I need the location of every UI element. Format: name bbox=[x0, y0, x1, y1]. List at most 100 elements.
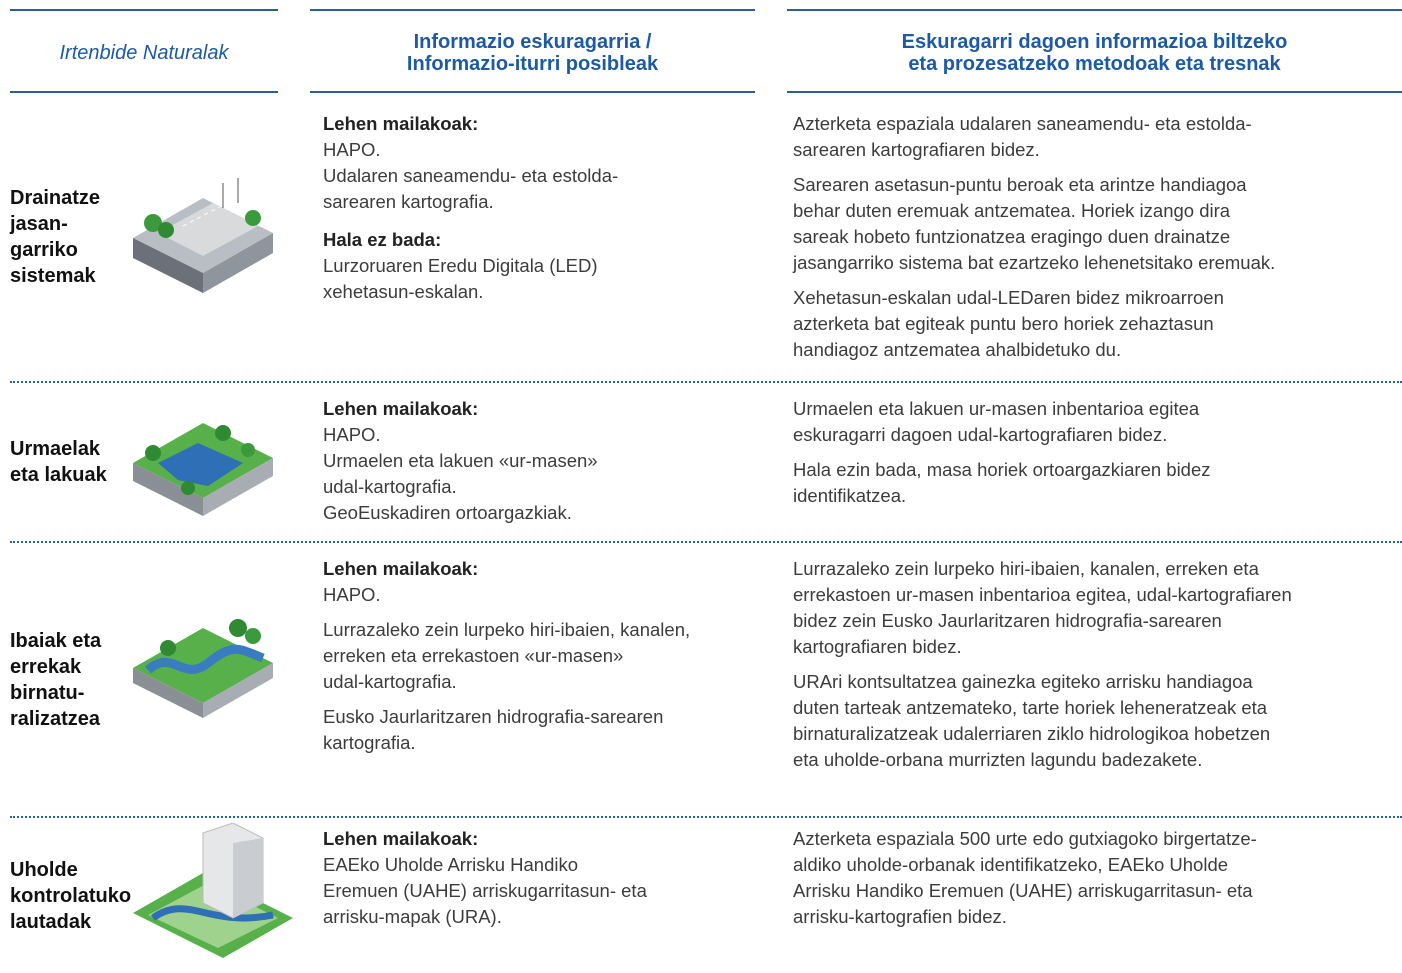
paragraph: Urmaelen eta lakuen «ur-masen» udal-karto… bbox=[323, 448, 783, 500]
text-line: bidez zein Eusko Jaurlaritzaren hidrogra… bbox=[793, 610, 1222, 631]
name-line: errekak bbox=[10, 655, 82, 678]
sources: Lehen mailakoak: HAPO. Udalaren saneamendu… bbox=[323, 111, 783, 317]
text-line: sarearen kartografiaren bidez. bbox=[793, 139, 1040, 160]
text-line: Azterketa espaziala 500 urte edo gutxiag… bbox=[793, 828, 1257, 849]
row-name: Uholde kontrolatuko lautadak bbox=[10, 818, 132, 973]
paragraph: Lurrazaleko zein lurpeko hiri-ibaien, ka… bbox=[323, 617, 783, 695]
text-line: jasangarriko sistema bat ezartzeko lehen… bbox=[793, 252, 1276, 273]
name-line: Drainatze bbox=[10, 187, 101, 209]
source-section: Lehen mailakoak: EAEko Uholde Arrisku Han… bbox=[323, 826, 783, 930]
text-line: Lurrazaleko zein lurpeko hiri-ibaien, ka… bbox=[323, 619, 691, 640]
source-section: Lehen mailakoak: HAPO. Lurrazaleko zein lu… bbox=[323, 556, 783, 756]
icon bbox=[133, 823, 293, 958]
header-line: Eskuragarri dagoen informazioa biltzeko bbox=[901, 31, 1288, 53]
text-line: sarearen kartografia. bbox=[323, 191, 494, 212]
text-line: Sarearen asetasun-puntu beroak eta arint… bbox=[793, 174, 1247, 195]
column-header: Eskuragarri dagoen informazioa biltzeko e… bbox=[787, 22, 1402, 84]
row: Uholde kontrolatuko lautadak Lehen mailakoa… bbox=[0, 818, 1402, 973]
source-section: Lehen mailakoak: HAPO. Urmaelen eta lakuen… bbox=[323, 396, 783, 526]
text-line: HAPO. bbox=[323, 584, 381, 605]
methods: Azterketa espaziala udalaren saneamendu-… bbox=[793, 111, 1402, 372]
name-line: kontrolatuko bbox=[10, 884, 132, 907]
text-line: azterketa bat egiteak puntu bero horiek … bbox=[793, 313, 1214, 334]
icon bbox=[133, 178, 273, 293]
text-line: behar duten eremuak antzematea. Horiek i… bbox=[793, 200, 1231, 221]
text-line: arrisku-mapak (URA). bbox=[323, 906, 502, 927]
source-heading: Lehen mailakoak: bbox=[323, 113, 479, 134]
name-line: eta lakuak bbox=[10, 464, 107, 486]
separator bbox=[10, 381, 1402, 383]
text-line: Hala ezin bada, masa horiek ortoargazkia… bbox=[793, 459, 1211, 480]
separator bbox=[10, 541, 1402, 543]
text-line: udal-kartografia. bbox=[323, 671, 457, 692]
text-line: aldiko uholde-orbanak identifikatzeko, E… bbox=[793, 854, 1229, 875]
text-line: arrisku-kartografien bidez. bbox=[793, 906, 1007, 927]
source-heading: Lehen mailakoak: bbox=[323, 828, 479, 849]
row-name: Ibaiak eta errekak birnatu-ralizatzea bbox=[10, 543, 130, 816]
row: Urmaelak eta lakuak Lehen mailakoak: HAPO. U… bbox=[0, 383, 1402, 541]
text-line: birnaturalizatzeak udalerriaren ziklo hi… bbox=[793, 723, 1271, 744]
rule bbox=[10, 91, 278, 93]
source-heading: Hala ez bada: bbox=[323, 229, 442, 250]
row: Drainatze jasan-garriko sistemak Lehen mail… bbox=[0, 93, 1402, 381]
methods: Urmaelen eta lakuen ur-masen inbentarioa… bbox=[793, 396, 1402, 518]
text-line: kartografia. bbox=[323, 732, 416, 753]
paragraph: Lurrazaleko zein lurpeko hiri-ibaien, ka… bbox=[793, 556, 1402, 660]
row-name: Drainatze jasan-garriko sistemak bbox=[10, 93, 130, 381]
paragraph: Azterketa espaziala 500 urte edo gutxiag… bbox=[793, 826, 1402, 930]
separator bbox=[10, 816, 1402, 818]
text-line: Eusko Jaurlaritzaren hidrografia-sareare… bbox=[323, 706, 664, 727]
text-line: Arrisku Handiko Eremuen (UAHE) arriskuga… bbox=[793, 880, 1253, 901]
text-line: Lurrazaleko zein lurpeko hiri-ibaien, ka… bbox=[793, 558, 1259, 579]
paragraph: Udalaren saneamendu- eta estolda-sareare… bbox=[323, 163, 783, 215]
rule bbox=[310, 9, 755, 11]
text-line: sareak hobeto funtzionatzea eragingo due… bbox=[793, 226, 1231, 247]
text-line: Xehetasun-eskalan udal-LEDaren bidez mik… bbox=[793, 287, 1224, 308]
name-line: garriko bbox=[10, 239, 78, 261]
name-line: Uholde bbox=[10, 858, 78, 881]
paragraph: EAEko Uholde Arrisku Handiko Eremuen (UAH… bbox=[323, 852, 783, 930]
row-name: Urmaelak eta lakuak bbox=[10, 383, 130, 541]
paragraph: Lurzoruaren Eredu Digitala (LED) xehetasu… bbox=[323, 253, 783, 305]
rule bbox=[10, 9, 278, 11]
text-line: identifikatzea. bbox=[793, 485, 907, 506]
paragraph: Azterketa espaziala udalaren saneamendu-… bbox=[793, 111, 1402, 163]
text-line: eta uholde-orbana murrizten lagundu bade… bbox=[793, 749, 1203, 770]
header-line: Irtenbide Naturalak bbox=[59, 42, 229, 64]
paragraph: GeoEuskadiren ortoargazkiak. bbox=[323, 500, 783, 526]
text-line: kartografiaren bidez. bbox=[793, 636, 962, 657]
source-section: Hala ez bada: Lurzoruaren Eredu Digitala … bbox=[323, 227, 783, 305]
text-line: URAri kontsultatzea gainezka egiteko arr… bbox=[793, 671, 1253, 692]
sources: Lehen mailakoak: EAEko Uholde Arrisku Han… bbox=[323, 826, 783, 942]
name-line: jasan- bbox=[10, 213, 68, 235]
paragraph: HAPO. bbox=[323, 137, 783, 163]
source-heading: Lehen mailakoak: bbox=[323, 558, 479, 579]
text-line: Urmaelen eta lakuen «ur-masen» bbox=[323, 450, 598, 471]
text-line: EAEko Uholde Arrisku Handiko bbox=[323, 854, 579, 875]
header-line: eta prozesatzeko metodoak eta tresnak bbox=[908, 53, 1281, 75]
paragraph: Urmaelen eta lakuen ur-masen inbentarioa… bbox=[793, 396, 1402, 448]
name-line: sistemak bbox=[10, 265, 96, 287]
text-line: errekastoen ur-masen inbentarioa egitea,… bbox=[793, 584, 1292, 605]
icon bbox=[133, 619, 273, 718]
paragraph: Sarearen asetasun-puntu beroak eta arint… bbox=[793, 172, 1402, 276]
source-heading: Lehen mailakoak: bbox=[323, 398, 479, 419]
paragraph: Eusko Jaurlaritzaren hidrografia-sareare… bbox=[323, 704, 783, 756]
column-header: Irtenbide Naturalak bbox=[10, 22, 278, 84]
name-line: ralizatzea bbox=[10, 707, 101, 730]
text-line: Eremuen (UAHE) arriskugarritasun- eta bbox=[323, 880, 647, 901]
paragraph: HAPO. bbox=[323, 422, 783, 448]
paragraph: Xehetasun-eskalan udal-LEDaren bidez mik… bbox=[793, 285, 1402, 363]
name-line: Urmaelak bbox=[10, 438, 101, 460]
paragraph: URAri kontsultatzea gainezka egiteko arr… bbox=[793, 669, 1402, 773]
sources: Lehen mailakoak: HAPO. Lurrazaleko zein lu… bbox=[323, 556, 783, 768]
paragraph: HAPO. bbox=[323, 582, 783, 608]
text-line: duten tarteak antzemateko, tarte horiek … bbox=[793, 697, 1268, 718]
name-line: birnatu- bbox=[10, 681, 85, 704]
text-line: HAPO. bbox=[323, 139, 381, 160]
text-line: erreken eta errekastoen «ur-masen» bbox=[323, 645, 624, 666]
sources: Lehen mailakoak: HAPO. Urmaelen eta lakuen… bbox=[323, 396, 783, 538]
text-line: xehetasun-eskalan. bbox=[323, 281, 484, 302]
rule bbox=[787, 9, 1402, 11]
text-line: HAPO. bbox=[323, 424, 381, 445]
